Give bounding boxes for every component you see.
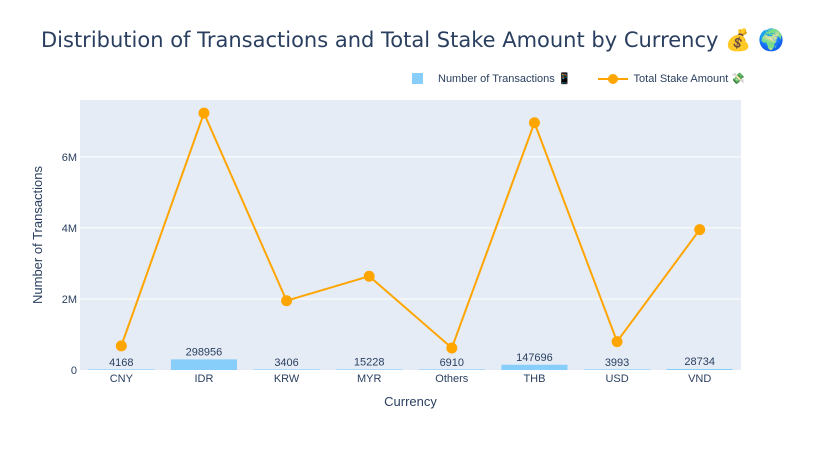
y-tick-label: 4M (62, 223, 77, 235)
stake-point[interactable] (446, 342, 458, 354)
plot-area (80, 100, 741, 370)
bar[interactable] (336, 369, 403, 370)
chart-title: Distribution of Transactions and Total S… (41, 28, 785, 52)
legend-label-stake: Total Stake Amount 💸 (633, 73, 746, 85)
x-tick-label: CNY (110, 373, 134, 385)
x-tick-label: USD (605, 373, 628, 385)
bar[interactable] (253, 369, 320, 370)
bar-data-label: 3406 (274, 357, 298, 369)
bar-data-label: 15228 (354, 356, 385, 368)
stake-line (120, 110, 701, 350)
stake-point[interactable] (694, 224, 706, 236)
x-tick-label: Others (435, 373, 469, 385)
x-tick-label: KRW (274, 373, 300, 385)
bar-data-label: 6910 (440, 357, 464, 369)
bar-data-label: 298956 (186, 346, 223, 358)
bar-data-label: 3993 (605, 357, 629, 369)
bar-data-label: 147696 (516, 352, 553, 364)
y-tick-label: 6M (62, 152, 77, 164)
x-tick-label: THB (523, 373, 545, 385)
bar[interactable] (88, 369, 155, 370)
bar[interactable] (501, 364, 568, 370)
legend-bar-swatch (412, 73, 423, 84)
y-tick-label: 2M (62, 294, 77, 306)
stake-point[interactable] (198, 107, 210, 119)
x-tick-label: VND (688, 373, 711, 385)
legend-item-transactions[interactable]: Number of Transactions 📱 (412, 72, 572, 85)
bar[interactable] (584, 369, 651, 370)
x-axis-title: Currency (384, 394, 437, 409)
stake-point[interactable] (611, 336, 623, 348)
bar[interactable] (418, 369, 485, 370)
stake-point[interactable] (528, 117, 540, 129)
stake-point[interactable] (115, 340, 127, 352)
legend: Number of Transactions 📱 Total Stake Amo… (412, 72, 771, 85)
x-tick-label: MYR (357, 373, 382, 385)
legend-item-stake[interactable]: Total Stake Amount 💸 (597, 72, 746, 85)
stake-point[interactable] (363, 270, 375, 282)
x-tick-label: IDR (194, 373, 213, 385)
legend-label-transactions: Number of Transactions 📱 (438, 73, 572, 85)
bar[interactable] (666, 368, 733, 370)
stake-point[interactable] (281, 295, 293, 307)
bar[interactable] (170, 359, 237, 370)
bar-data-label: 28734 (684, 356, 715, 368)
y-axis-title: Number of Transactions (30, 166, 45, 305)
legend-line-swatch (597, 73, 628, 84)
bar-data-label: 4168 (109, 357, 133, 369)
y-tick-label: 0 (71, 365, 77, 377)
